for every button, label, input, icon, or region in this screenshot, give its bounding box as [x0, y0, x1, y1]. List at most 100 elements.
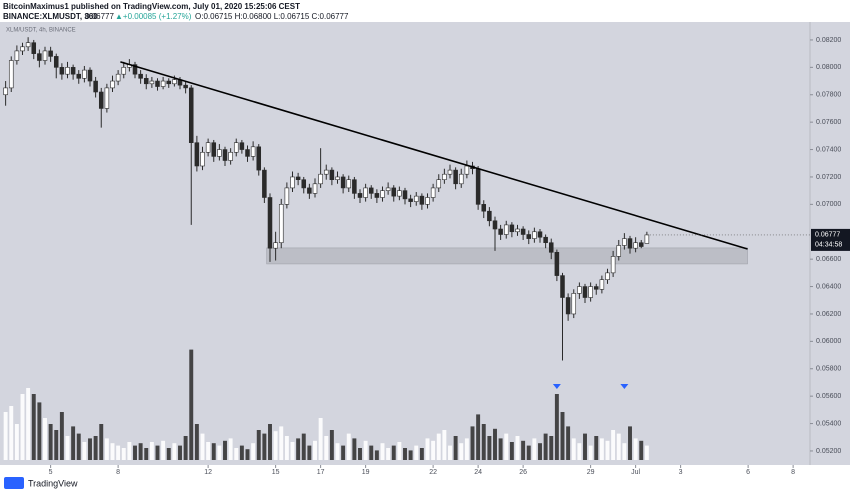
volume-bar	[436, 433, 441, 460]
volume-bar	[211, 443, 216, 460]
candle-body	[59, 67, 65, 75]
volume-bar	[155, 445, 160, 460]
y-tick-label: 0.06000	[816, 338, 841, 345]
brand: TradingView	[28, 478, 78, 488]
volume-bar	[633, 438, 638, 460]
candle-body	[245, 149, 250, 157]
volume-bar	[296, 438, 301, 460]
candle-body	[532, 231, 537, 239]
candle-body	[31, 42, 37, 54]
candle-body	[183, 84, 188, 89]
volume-bar	[172, 443, 177, 460]
candle-body	[318, 173, 323, 185]
volume-bar	[307, 445, 312, 460]
candle-body	[346, 179, 352, 189]
y-tick-label: 0.05200	[816, 448, 841, 455]
volume-bar	[509, 442, 514, 460]
volume-bar	[386, 448, 391, 460]
volume-bar	[341, 445, 346, 460]
candle-body	[560, 275, 565, 298]
candle-body	[42, 50, 48, 61]
candle-body	[104, 87, 110, 109]
volume-bar	[217, 445, 222, 460]
volume-bar	[549, 436, 554, 460]
y-tick-label: 0.07800	[816, 92, 841, 99]
candle-body	[290, 176, 295, 189]
volume-bar	[223, 440, 227, 460]
candle-body	[335, 176, 340, 180]
volume-bar	[37, 402, 42, 460]
x-tick-label: 6	[746, 469, 750, 476]
candle-body	[132, 64, 138, 75]
y-tick-label: 0.07000	[816, 201, 841, 208]
x-tick-label: 5	[49, 469, 53, 476]
candle-body	[436, 179, 442, 189]
x-tick-label: 19	[362, 469, 370, 476]
candle-body	[638, 242, 644, 247]
volume-bar	[352, 438, 357, 460]
volume-bar	[121, 448, 126, 460]
candle-body	[492, 220, 498, 230]
volume-bar	[245, 449, 250, 460]
candle-body	[20, 46, 25, 52]
candle-body	[121, 67, 127, 75]
candle-body	[25, 42, 31, 48]
volume-bar	[611, 430, 616, 460]
candle-body	[149, 80, 155, 85]
volume-bar	[279, 426, 284, 460]
volume-bar	[262, 433, 267, 460]
volume-bar	[605, 440, 610, 460]
volume-bar	[161, 440, 166, 460]
volume-bar	[504, 433, 509, 460]
candle-body	[577, 286, 582, 294]
volume-bar	[127, 442, 132, 460]
volume-bar	[380, 443, 385, 460]
y-tick-label: 0.08200	[816, 37, 841, 44]
volume-bar	[59, 412, 64, 460]
volume-bar	[228, 438, 233, 460]
support-zone	[266, 247, 748, 265]
volume-bar	[189, 349, 194, 460]
volume-bar	[448, 445, 452, 460]
volume-bar	[408, 450, 413, 460]
candle-body	[622, 238, 627, 246]
candle-body	[357, 193, 363, 198]
change: ▲+0.00085 (+1.27%)	[115, 12, 192, 21]
last-price-tag	[811, 228, 850, 251]
volume-bar	[9, 406, 14, 460]
volume-bar	[82, 442, 87, 460]
candle-body	[402, 190, 408, 200]
candle-body	[503, 224, 509, 235]
y-tick-label: 0.07600	[816, 119, 841, 126]
volume-bar	[481, 424, 486, 460]
candle-body	[363, 187, 368, 198]
volume-bar	[31, 394, 36, 460]
candle-body	[368, 187, 374, 194]
candle-body	[453, 169, 458, 185]
candle-body	[155, 80, 160, 87]
candle-body	[14, 50, 20, 61]
volume-bar	[554, 394, 559, 460]
candle-body	[273, 242, 278, 249]
candle-body	[76, 73, 82, 79]
volume-bar	[515, 436, 520, 460]
volume-bar	[65, 436, 70, 460]
candle-body	[442, 173, 447, 180]
volume-bar	[498, 438, 503, 460]
x-tick-label: 15	[272, 469, 280, 476]
volume-bar	[138, 443, 143, 460]
candle-body	[593, 286, 599, 290]
candle-body	[82, 69, 87, 79]
volume-bar	[543, 433, 548, 460]
candle-body	[48, 50, 53, 57]
volume-bar	[599, 438, 604, 460]
candle-body	[487, 210, 492, 222]
candle-body	[278, 204, 284, 244]
candle-body	[554, 252, 560, 276]
volume-bar	[363, 440, 368, 460]
candle-body	[233, 142, 239, 153]
candle-body	[605, 272, 610, 281]
candle-body	[53, 56, 59, 68]
candle-body	[391, 187, 397, 197]
